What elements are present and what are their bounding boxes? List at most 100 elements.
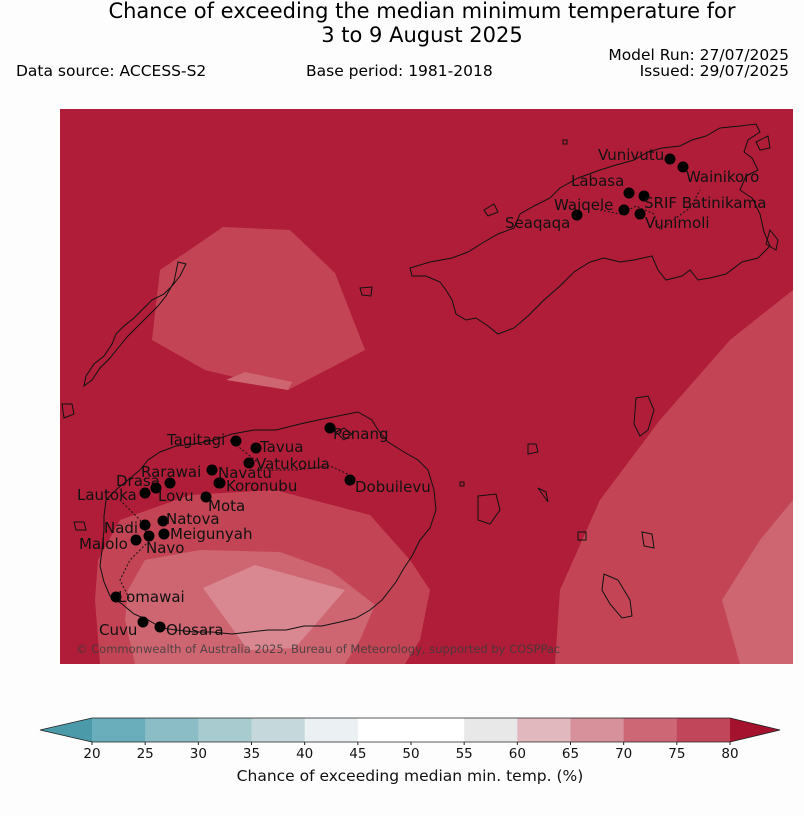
station-lovu: Lovu	[150, 482, 194, 505]
station-marker	[164, 477, 176, 489]
title-line-2: 3 to 9 August 2025	[321, 23, 523, 47]
coastline-ovalau	[459, 481, 465, 487]
coastline-lakeba	[641, 531, 655, 549]
station-rarawai: Rarawai	[141, 463, 218, 481]
station-waiqele: Waiqele	[554, 196, 630, 216]
station-lautoka: Lautoka	[77, 486, 151, 504]
station-vunimoli: Vunimoli	[634, 208, 710, 232]
contour-60-65-southwest	[203, 565, 345, 650]
station-label: Tagitagi	[166, 431, 225, 449]
station-marker	[571, 209, 583, 221]
province-boundaries	[119, 189, 701, 601]
coastline-mamanuca-1	[61, 403, 75, 419]
contour-70-75-northwest	[152, 227, 365, 390]
station-nadi: Nadi	[104, 519, 151, 537]
map-title: Chance of exceeding the median minimum t…	[0, 0, 804, 47]
contour-70-75-southeast	[555, 290, 793, 664]
colorbar-label: Chance of exceeding median min. temp. (%…	[237, 767, 584, 785]
station-marker	[638, 190, 650, 202]
colorbar-segment	[464, 718, 518, 742]
station-label: Navatu	[218, 464, 272, 482]
station-marker	[664, 153, 676, 165]
station-label: Mota	[208, 497, 245, 515]
coastline-beqa	[335, 427, 353, 441]
station-marker	[150, 482, 162, 494]
colorbar-tick-label: 20	[83, 746, 100, 762]
station-navo: Navo	[143, 530, 184, 557]
colorbar-tick-label: 40	[296, 746, 313, 762]
station-mota: Mota	[200, 491, 245, 515]
station-marker	[139, 519, 151, 531]
station-label: Malolo	[79, 535, 128, 553]
station-natova: Natova	[157, 510, 220, 528]
colorbar-segment	[357, 718, 412, 742]
station-marker	[243, 457, 255, 469]
station-label: Vunivutu	[598, 146, 664, 164]
station-srif-batinikama: SRIF Batinikama	[638, 190, 766, 212]
station-label: Olosara	[166, 621, 224, 639]
station-label: Drasa	[116, 472, 160, 490]
coastline-totoya	[577, 531, 587, 541]
coastline-kabara	[601, 573, 633, 619]
station-marker	[154, 621, 166, 633]
coastline-kioa	[755, 135, 771, 151]
base-period-label: Base period: 1981-2018	[306, 62, 493, 80]
station-label: Tavua	[259, 438, 303, 456]
coastline-yadua	[483, 203, 499, 217]
station-markers: Vunivutu Wainikoro Labasa SRIF Batinikama Wa…	[77, 146, 766, 639]
station-marker	[344, 474, 356, 486]
copyright-notice: © Commonwealth of Australia 2025, Bureau…	[76, 642, 560, 656]
station-marker	[618, 204, 630, 216]
station-malolo: Malolo	[79, 534, 142, 553]
station-marker	[158, 528, 170, 540]
station-marker	[206, 464, 218, 476]
station-drasa: Drasa	[116, 472, 176, 490]
station-label: Penang	[333, 425, 388, 443]
issued-label: Issued: 29/07/2025	[639, 62, 789, 80]
colorbar-segment	[304, 718, 359, 742]
coastline-yasawa	[83, 261, 187, 388]
station-label: Navo	[146, 539, 184, 557]
colorbar-segment	[570, 718, 625, 742]
station-penang: Penang	[324, 422, 388, 443]
station-marker	[214, 477, 226, 489]
colorbar-extend-high	[730, 718, 780, 742]
colorbar-tick-label: 80	[721, 746, 738, 762]
coastline-gau	[477, 493, 501, 525]
colorbar-segment	[92, 718, 146, 742]
colorbar-segment	[198, 718, 252, 742]
coastline-islet-2	[562, 139, 568, 145]
station-label: Natova	[166, 510, 220, 528]
station-label: Vatukoula	[256, 455, 330, 473]
station-label: Seaqaqa	[505, 214, 570, 232]
colorbar-segment	[251, 718, 306, 742]
station-label: Meigunyah	[170, 525, 252, 543]
station-marker	[230, 435, 242, 447]
station-marker	[143, 530, 155, 542]
station-label: Dobuilevu	[355, 478, 431, 496]
station-label: Waiqele	[554, 196, 613, 214]
colorbar-tick-label: 50	[402, 746, 419, 762]
boundary-viti-levu-west	[119, 499, 151, 601]
station-cuvu: Cuvu	[99, 616, 149, 639]
colorbar-segment	[517, 718, 571, 742]
colorbar-tick-label: 55	[456, 746, 473, 762]
station-tavua: Tavua	[250, 438, 303, 456]
station-lomawai: Lomawai	[110, 588, 185, 606]
station-marker	[634, 208, 646, 220]
station-olosara: Olosara	[154, 621, 224, 639]
colorbar-tick-label: 30	[190, 746, 207, 762]
station-tagitagi: Tagitagi	[166, 431, 242, 449]
station-dobuilevu: Dobuilevu	[344, 474, 431, 496]
coastline-vanua-levu	[409, 123, 771, 335]
colorbar-tick-label: 70	[615, 746, 632, 762]
station-label: Lomawai	[118, 588, 185, 606]
colorbar-tick-label: 75	[668, 746, 685, 762]
station-marker	[130, 534, 142, 546]
data-source-label: Data source: ACCESS-S2	[16, 62, 207, 80]
station-seaqaqa: Seaqaqa	[505, 209, 583, 232]
colorbar-tick-label: 35	[243, 746, 260, 762]
probability-contours	[95, 227, 793, 664]
contour-65-70-southeast	[722, 500, 793, 664]
